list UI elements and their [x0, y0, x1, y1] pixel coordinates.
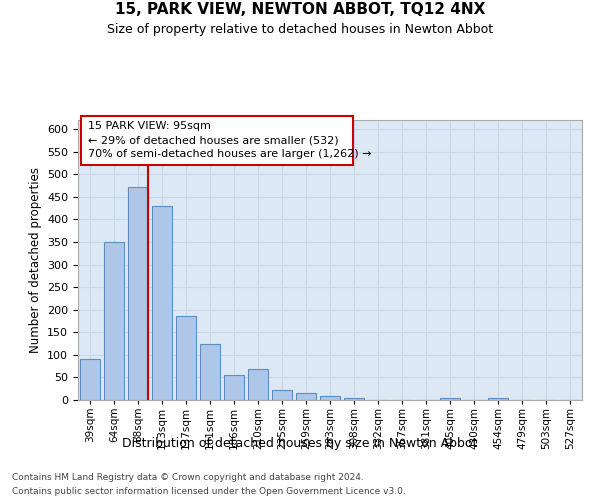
- Bar: [80, 360, 100, 400]
- Bar: [440, 398, 460, 400]
- Bar: [488, 398, 508, 400]
- Bar: [200, 344, 220, 400]
- Bar: [224, 374, 244, 400]
- Text: 15 PARK VIEW: 95sqm
← 29% of detached houses are smaller (532)
70% of semi-detac: 15 PARK VIEW: 95sqm ← 29% of detached ho…: [88, 122, 371, 160]
- Text: Distribution of detached houses by size in Newton Abbot: Distribution of detached houses by size …: [122, 438, 478, 450]
- Text: Contains HM Land Registry data © Crown copyright and database right 2024.: Contains HM Land Registry data © Crown c…: [12, 472, 364, 482]
- Bar: [152, 206, 172, 400]
- Bar: [176, 316, 196, 400]
- Bar: [320, 396, 340, 400]
- Bar: [104, 242, 124, 400]
- Text: Contains public sector information licensed under the Open Government Licence v3: Contains public sector information licen…: [12, 488, 406, 496]
- Bar: [296, 393, 316, 400]
- Bar: [128, 187, 148, 400]
- Bar: [344, 398, 364, 400]
- Text: Size of property relative to detached houses in Newton Abbot: Size of property relative to detached ho…: [107, 22, 493, 36]
- Y-axis label: Number of detached properties: Number of detached properties: [29, 167, 41, 353]
- Text: 15, PARK VIEW, NEWTON ABBOT, TQ12 4NX: 15, PARK VIEW, NEWTON ABBOT, TQ12 4NX: [115, 2, 485, 18]
- Bar: [272, 390, 292, 400]
- Bar: [248, 370, 268, 400]
